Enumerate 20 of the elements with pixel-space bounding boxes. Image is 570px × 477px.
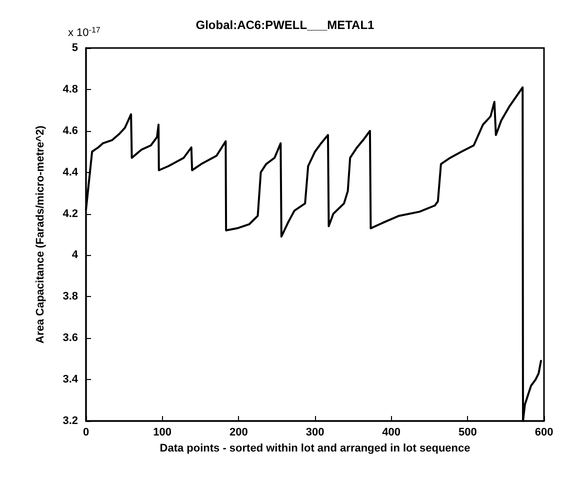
x-tick-label: 400 xyxy=(382,426,401,438)
y-tick-label: 4 xyxy=(72,249,79,262)
y-tick-label: 3.8 xyxy=(62,290,78,303)
y-tick-label: 4.4 xyxy=(62,166,79,178)
x-axis-title: Data points - sorted within lot and arranged in lot sequence xyxy=(160,442,470,454)
y-tick-label: 4.6 xyxy=(62,124,78,137)
x-tick-label: 100 xyxy=(153,426,172,438)
x-tick-label: 0 xyxy=(82,426,90,438)
y-tick-label: 5 xyxy=(72,42,78,54)
chart-title: Global:AC6:PWELL___METAL1 xyxy=(196,18,375,32)
y-tick-label: 3.2 xyxy=(62,415,78,427)
y-tick-label: 3.4 xyxy=(62,374,79,386)
x-tick-label: 300 xyxy=(306,426,324,438)
y-tick-label: 3.6 xyxy=(62,332,78,344)
x-tick-label: 600 xyxy=(534,426,554,438)
x-tick-label: 500 xyxy=(458,426,477,438)
y-tick-label: 4.2 xyxy=(62,208,78,220)
x-tick-label: 200 xyxy=(229,426,248,438)
y-tick-label: 4.8 xyxy=(62,83,78,96)
y-axis-title: Area Capacitance (Farads/micro-metre^2) xyxy=(34,125,46,344)
